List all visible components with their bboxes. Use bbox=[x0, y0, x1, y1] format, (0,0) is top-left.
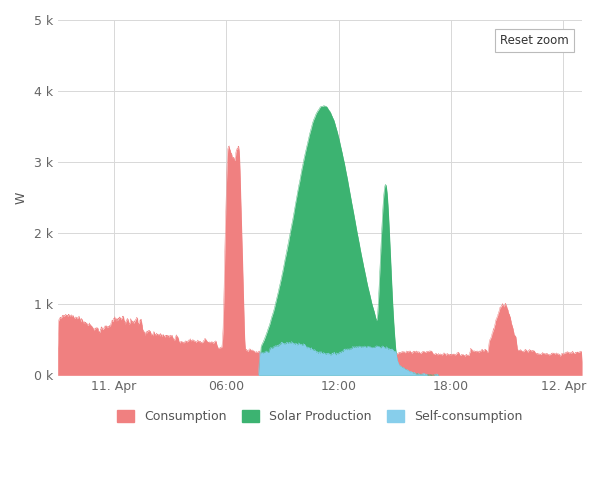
Y-axis label: W: W bbox=[15, 191, 28, 204]
Legend: Consumption, Solar Production, Self-consumption: Consumption, Solar Production, Self-cons… bbox=[111, 404, 529, 429]
Text: Reset zoom: Reset zoom bbox=[500, 34, 569, 47]
